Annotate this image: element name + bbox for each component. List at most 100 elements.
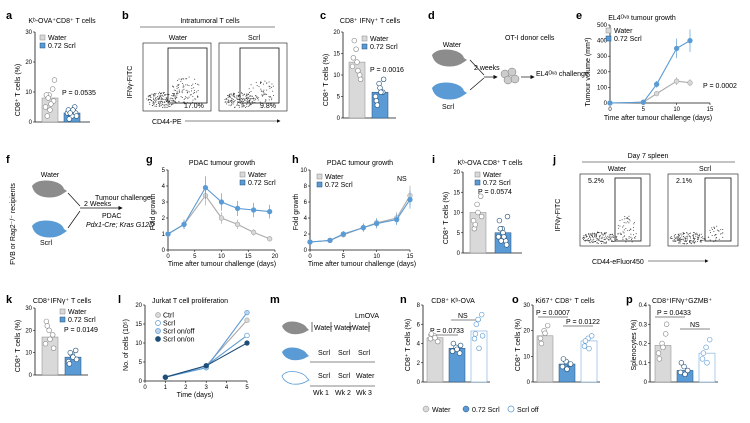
flow-events [146,76,275,109]
series-line [609,80,691,104]
panel-f-scrl-label: Scrl [40,240,53,247]
data-point [687,37,693,44]
data-point [244,340,250,346]
data-point [162,374,169,380]
tick-label: 0 [457,251,461,257]
tick-label: 30 [523,303,530,309]
legend-water-label: Water [432,407,451,414]
panel-n-title: CD8⁺ Kᵇ-OVA [431,298,475,305]
tick-label: 20 [272,254,279,260]
data-point [67,349,74,356]
data-point [663,321,670,327]
tick-label: 15 [707,107,714,113]
tick-label: 0 [29,373,33,379]
data-point [478,193,484,200]
legend-swatch [155,320,161,326]
tick-label: 20 [25,328,32,334]
data-point [654,90,660,97]
data-point [504,213,511,220]
tick-label: 0 [308,254,312,260]
panel-j-water-pct: 5.2% [588,178,604,185]
panel-j-ylabel: IFNγ-FITC [555,199,562,232]
tick-label: 400 [597,39,608,45]
panel-e-pvalue: P = 0.0002 [703,83,737,90]
panel-i-pvalue: P = 0.0574 [478,189,512,196]
tick-label: 8 [417,303,421,309]
gate-water [614,177,642,242]
data-point [559,363,566,370]
panel-p-pvalue: P = 0.0433 [657,310,691,317]
data-point [340,231,346,237]
data-point [49,86,56,92]
data-point [588,333,595,339]
panel-j: Day 7 spleen Water Scrl IFNγ-FITC CD44-e… [555,153,739,266]
data-point [497,226,503,232]
tick-label: 30 [25,306,32,312]
tick-label: 200 [597,70,608,76]
data-point [503,242,510,248]
legend-water-label: Water [370,36,389,43]
data-point [360,224,366,231]
tick-label: 5 [342,254,346,260]
panel-c: CD8⁺ IFNγ⁺ T cells CD8⁺ T cells (%) 0 5 10… [323,18,404,122]
tick-label: 300 [597,54,608,60]
panel-h-ylabel: Fold growth [293,194,300,231]
legend-label: Ctrl [163,313,174,320]
mouse-icon [281,371,310,385]
tick-label: 10 [523,354,530,360]
data-point [267,208,273,215]
tick-label: 1 [162,232,166,238]
panel-f-genotype-label: Pdx1-Cre; Kras G12D [86,222,154,229]
row1-wk1: Water [314,325,333,332]
panel-o: Ki67⁺ CD8⁺ T cells CD8⁺ T cells (%) 0 10 2… [515,298,600,386]
data-point [475,316,481,323]
panel-n-ylabel: CD8⁺ T cells (%) [405,319,412,371]
tick-label: 30 [25,30,32,36]
mouse-icon [282,347,309,361]
data-point [496,217,503,224]
data-point [581,343,588,349]
tick-label: 0 [527,380,531,386]
data-point [498,238,504,244]
tick-label: 0 [162,248,166,254]
tick-label: 10 [25,90,32,96]
data-point [66,361,73,367]
panel-f-challenge-label: Tumour challenge [95,195,151,202]
tick-label: 100 [597,85,608,91]
panel-letter-e: e [576,10,582,22]
data-point [374,220,380,227]
tick-label: 5 [457,231,461,237]
panel-i-title: Kᵇ-OVA CD8⁺ T cells [457,160,523,167]
panel-p-ns: NS [690,322,700,329]
legend-scrl-label: 0.72 Scrl [370,44,398,51]
panel-b-xlabel: CD44-PE [152,119,182,126]
row3-wk1: Scrl [318,373,331,380]
panel-letter-i: i [432,154,435,166]
data-point [51,77,58,83]
tick-label: 20 [523,329,530,335]
legend-water-label: Water [614,28,633,35]
data-point [244,317,250,323]
panel-g-ylabel: Fold growth [150,194,157,231]
panel-l-title: Jurkat T cell proliferation [152,298,228,305]
panel-i: Kᵇ-OVA CD8⁺ T cells CD8⁺ T cells (%) 0 5 1… [443,160,523,257]
panel-l-xlabel: Time (days) [177,392,214,399]
data-point [655,350,662,356]
flow-plot-scrl [218,42,288,112]
data-point [700,350,707,356]
tick-label: 0 [143,385,147,391]
tick-label: 5 [193,254,197,260]
panel-e-title: EL4ᴼᵛᵃ tumour growth [608,15,676,22]
data-point [244,332,250,339]
data-point [349,63,356,70]
data-point [350,55,357,61]
tick-label: 10 [373,254,380,260]
data-point [542,330,548,336]
panel-o-ylabel: CD8⁺ T cells (%) [515,319,522,371]
legend-water-swatch [239,171,246,178]
panel-m-top-label: LmOVA [355,313,379,320]
mouse-icon [32,220,67,238]
data-point [267,236,273,242]
data-point [250,229,257,236]
mouse-icon [432,82,467,100]
